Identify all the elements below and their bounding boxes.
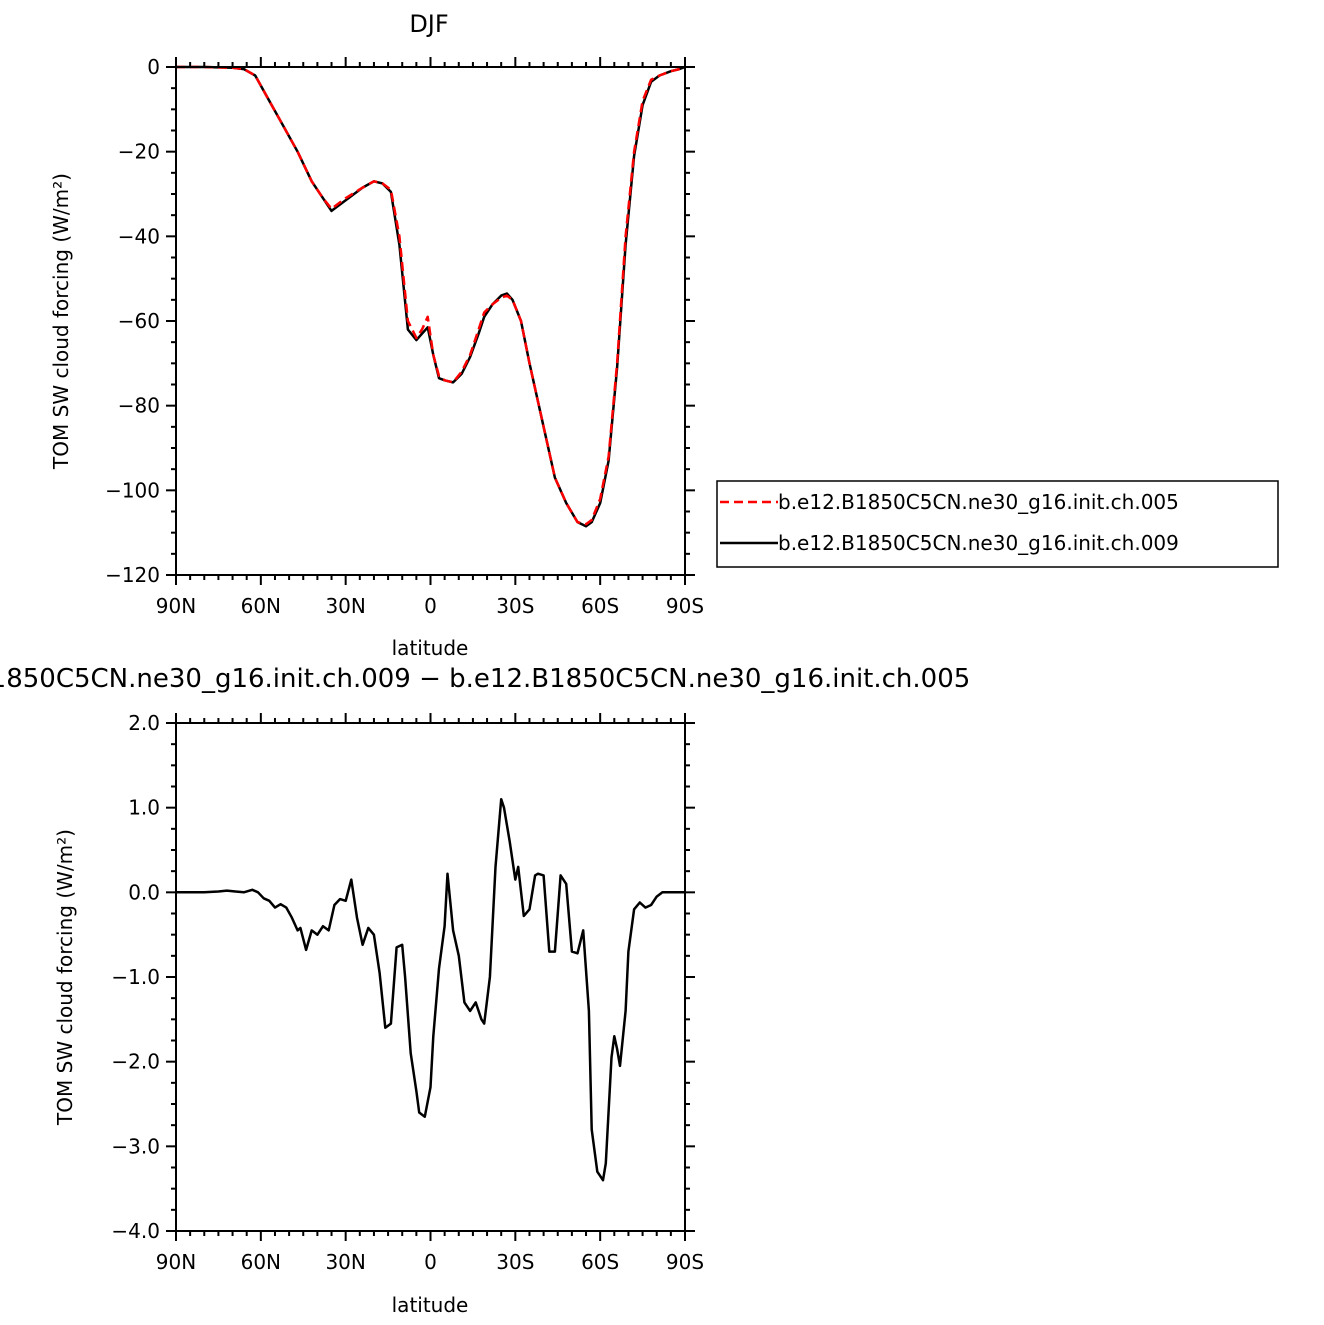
- top-ytick-label: −60: [118, 309, 160, 333]
- bottom-xtick-label: 30S: [496, 1250, 534, 1274]
- legend-label-005: b.e12.B1850C5CN.ne30_g16.init.ch.005: [778, 490, 1179, 514]
- bottom-xtick-label: 0: [424, 1250, 437, 1274]
- top-ytick-label: −120: [105, 563, 160, 587]
- bottom-xtick-label: 90S: [666, 1250, 704, 1274]
- bottom-ytick-label: 2.0: [128, 711, 160, 735]
- bottom-xtick-label: 90N: [156, 1250, 196, 1274]
- top-series-group: [176, 65, 686, 528]
- bottom-series-group: [176, 797, 685, 1182]
- top-xtick-label: 60N: [241, 594, 281, 618]
- top-xtick-label: 90N: [156, 594, 196, 618]
- bottom-xtick-label: 60S: [581, 1250, 619, 1274]
- top-ytick-label: −80: [118, 394, 160, 418]
- bottom-plot-frame: [175, 722, 686, 1232]
- top-xtick-label: 30N: [325, 594, 365, 618]
- top-ytick-label: 0: [147, 55, 160, 79]
- legend: b.e12.B1850C5CN.ne30_g16.init.ch.005 b.e…: [716, 480, 1279, 568]
- legend-box: [716, 480, 1279, 568]
- bottom-xlabel: latitude: [392, 1293, 469, 1317]
- legend-label-009: b.e12.B1850C5CN.ne30_g16.init.ch.009: [778, 531, 1179, 555]
- top-ticks-group: 90N 60N 30N 0 30S 60S 90S 0 −20 −40 −60 −80 −100 −120: [105, 55, 704, 618]
- bottom-panel: b.e12.B1850C5CN.ne30_g16.init.ch.009 − b…: [0, 664, 970, 1317]
- bottom-ytick-label: 1.0: [128, 796, 160, 820]
- top-series-line-1: [176, 65, 686, 526]
- bottom-xtick-label: 60N: [241, 1250, 281, 1274]
- top-xtick-label: 60S: [581, 594, 619, 618]
- bottom-title: b.e12.B1850C5CN.ne30_g16.init.ch.009 − b…: [0, 664, 970, 694]
- bottom-series-line-0: [176, 797, 685, 1182]
- top-ylabel: TOM SW cloud forcing (W/m²): [49, 173, 73, 470]
- top-xtick-label: 90S: [666, 594, 704, 618]
- top-title: DJF: [409, 10, 448, 38]
- bottom-xtick-label: 30N: [325, 1250, 365, 1274]
- top-ytick-label: −100: [105, 478, 160, 502]
- top-xlabel: latitude: [392, 636, 469, 660]
- top-xtick-label: 30S: [496, 594, 534, 618]
- bottom-ytick-label: −3.0: [111, 1134, 160, 1158]
- bottom-ytick-label: 0.0: [128, 880, 160, 904]
- bottom-ticks-group: 90N 60N 30N 0 30S 60S 90S 2.0 1.0 0.0 −1.0 −2.0 −3.0…: [111, 711, 704, 1274]
- top-plot-frame: [175, 66, 686, 576]
- top-ytick-label: −40: [118, 224, 160, 248]
- bottom-ytick-label: −2.0: [111, 1050, 160, 1074]
- bottom-ytick-label: −4.0: [111, 1219, 160, 1243]
- bottom-ytick-label: −1.0: [111, 965, 160, 989]
- top-xtick-label: 0: [424, 594, 437, 618]
- top-ytick-label: −20: [118, 140, 160, 164]
- top-panel: DJF 90N 60N 30N 0 30S 60S 90S 0 −20 −40 −60 −80 −100…: [49, 10, 1279, 660]
- bottom-ylabel: TOM SW cloud forcing (W/m²): [53, 829, 77, 1126]
